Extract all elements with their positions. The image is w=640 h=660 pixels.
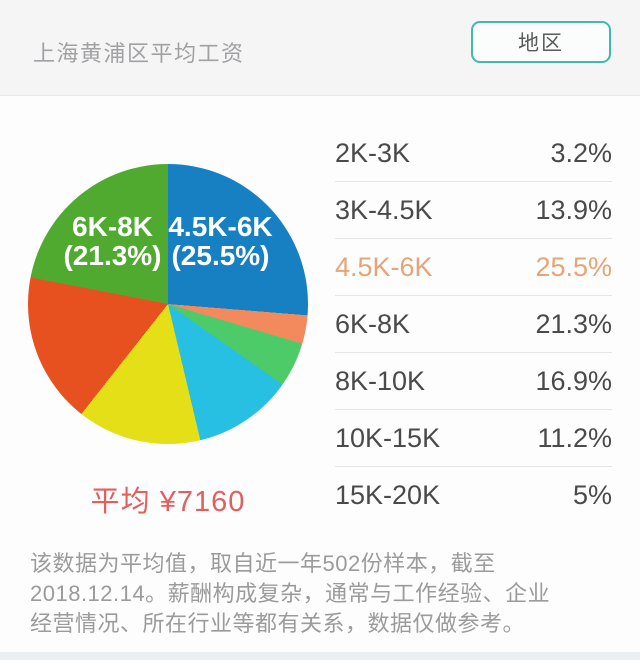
salary-percentage-value: 3.2%: [550, 137, 612, 168]
salary-range-label: 3K-4.5K: [335, 194, 433, 225]
salary-range-label: 6K-8K: [335, 308, 411, 339]
average-salary-label: 平均 ¥7160: [90, 486, 246, 518]
salary-table-row: 6K-8K 21.3%: [335, 296, 612, 353]
region-button-label: 地区: [518, 32, 564, 55]
pie-slice-label-4-5k-6k: 4.5K-6K (25.5%): [168, 211, 273, 271]
salary-range-label: 10K-15K: [335, 422, 441, 453]
region-button[interactable]: 地区: [471, 21, 611, 63]
footnote: 该数据为平均值，取自近一年502份样本，截至 2018.12.14。薪酬构成复杂，…: [30, 551, 551, 636]
salary-range-label: 15K-20K: [335, 480, 441, 510]
pie-slice-label-6k-8k: 6K-8K (21.3%): [63, 211, 162, 271]
salary-percentage-value: 13.9%: [535, 194, 612, 225]
salary-percentage-value: 25.5%: [535, 251, 612, 282]
salary-pie-chart: [28, 164, 308, 444]
salary-table-row: 4.5K-6K 25.5%: [335, 239, 612, 296]
bottom-strip: [0, 652, 640, 660]
salary-percentage-value: 21.3%: [535, 308, 612, 339]
salary-table-row: 8K-10K 16.9%: [335, 353, 612, 410]
salary-table-row: 3K-4.5K 13.9%: [335, 182, 612, 239]
salary-range-label: 8K-10K: [335, 365, 426, 396]
salary-percentage-value: 11.2%: [537, 422, 612, 453]
salary-percentage-value: 5%: [572, 480, 612, 510]
header: 上海黄浦区平均工资 地区: [0, 0, 640, 96]
salary-table-row: 2K-3K 3.2%: [335, 125, 612, 182]
salary-distribution-table: 2K-3K 3.2% 3K-4.5K 13.9% 4.5K-6K 25.5% 6…: [335, 125, 612, 524]
salary-percentage-value: 16.9%: [535, 365, 612, 396]
page-title: 上海黄浦区平均工资: [33, 41, 245, 66]
salary-table-row: 10K-15K 11.2%: [335, 410, 612, 467]
salary-range-label: 2K-3K: [335, 137, 411, 168]
salary-table-row: 15K-20K 5%: [335, 467, 612, 524]
salary-range-label: 4.5K-6K: [335, 251, 433, 282]
